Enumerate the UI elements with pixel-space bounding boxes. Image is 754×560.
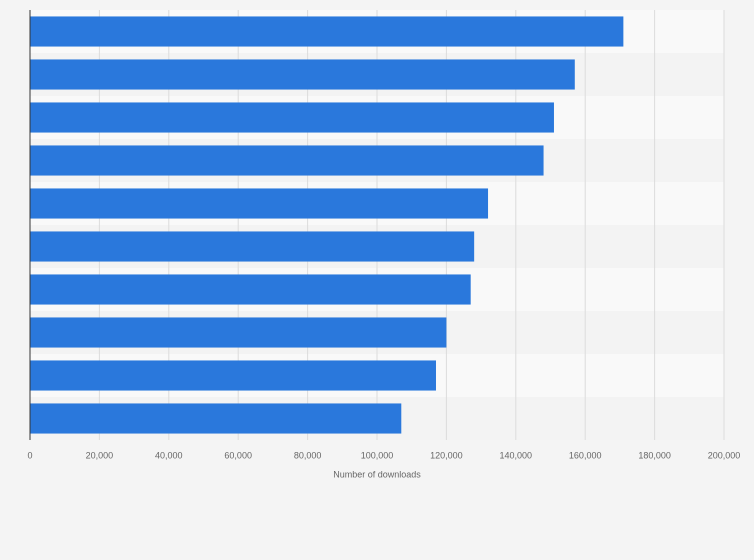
x-tick-label: 20,000 — [86, 450, 114, 460]
bar — [30, 231, 475, 262]
x-tick-label: 120,000 — [430, 450, 463, 460]
x-tick-label: 140,000 — [500, 450, 533, 460]
x-tick-label: 80,000 — [294, 450, 322, 460]
bar — [30, 59, 575, 90]
x-tick-label: 100,000 — [361, 450, 394, 460]
x-tick-label: 60,000 — [224, 450, 252, 460]
x-tick-label: 180,000 — [638, 450, 671, 460]
bar — [30, 145, 544, 176]
x-tick-label: 200,000 — [708, 450, 741, 460]
x-axis-label: Number of downloads — [333, 469, 421, 479]
bar — [30, 16, 624, 47]
x-tick-label: 0 — [27, 450, 32, 460]
x-tick-label: 160,000 — [569, 450, 602, 460]
bar — [30, 403, 402, 434]
bar — [30, 188, 489, 219]
bar — [30, 102, 554, 133]
bar — [30, 360, 436, 391]
x-tick-label: 40,000 — [155, 450, 183, 460]
bar — [30, 317, 447, 348]
bar — [30, 274, 471, 305]
